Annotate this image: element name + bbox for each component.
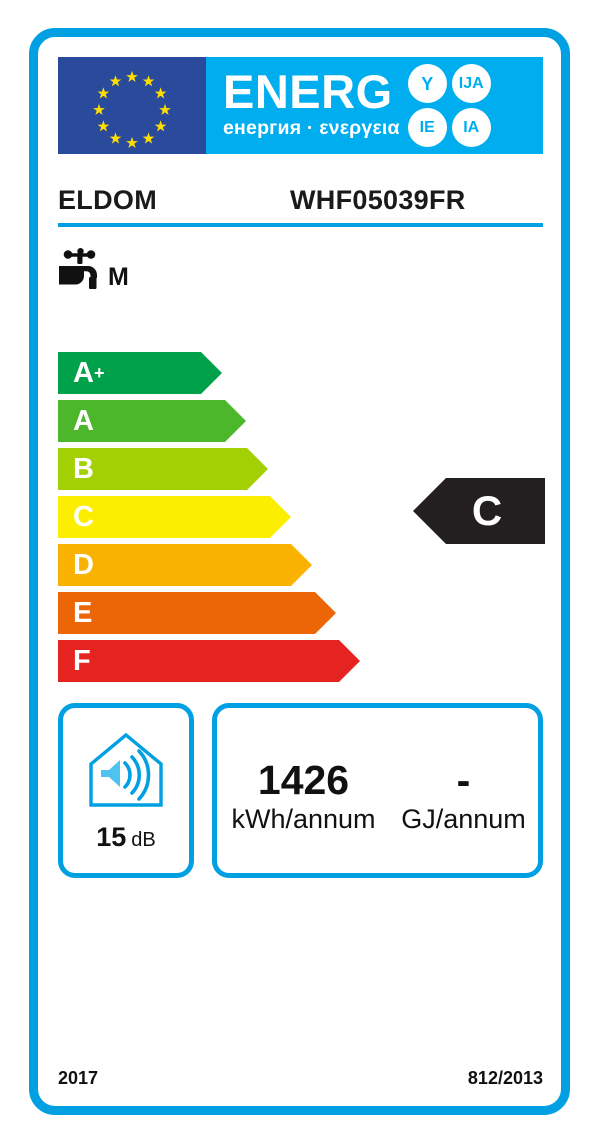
scale-letter-text: F: [73, 644, 91, 677]
energy-column-kwh: 1426 kWh/annum: [218, 758, 390, 835]
scale-arrow-f: [58, 640, 360, 682]
scale-letter-text: C: [73, 500, 94, 533]
lang-circle-2: IJA: [451, 64, 491, 103]
header-divider: [58, 223, 543, 227]
energ-subtitle: енергия · ενεργεια: [223, 117, 400, 139]
scale-arrow-d: [58, 544, 312, 586]
scale-letter-text: D: [73, 548, 94, 581]
lang-circle-4: IA: [451, 108, 491, 147]
scale-row-f: F: [58, 640, 378, 682]
scale-label-f: F: [73, 640, 91, 682]
sound-power-value-row: 15 dB: [96, 821, 156, 852]
energ-title: ENERG: [223, 65, 393, 118]
scale-row-d: D: [58, 544, 378, 586]
language-circles: Y IJA IE IA: [407, 64, 491, 147]
scale-arrow-a-plus: [58, 352, 222, 394]
lang-circle-1: Y: [407, 64, 447, 103]
scale-label-b: B: [73, 448, 94, 490]
scale-letter-text: A: [73, 404, 94, 437]
energy-class-result-letter: C: [471, 487, 503, 534]
supplier-brand: ELDOM: [58, 185, 157, 215]
label-regulation: 812/2013: [467, 1068, 543, 1088]
annual-energy-consumption-box: 1426 kWh/annum - GJ/annum: [212, 703, 543, 878]
scale-letter-text: B: [73, 452, 94, 485]
scale-letter-text: A: [73, 356, 94, 389]
energ-banner: ENERG енергия · ενεργεια Y IJA IE IA: [206, 57, 543, 154]
sound-power-number: 15: [96, 821, 127, 852]
house-sound-icon: [89, 732, 163, 807]
water-tap-icon: [59, 248, 97, 289]
model-identifier: WHF05039FR: [290, 185, 466, 215]
annual-energy-values: 1426 kWh/annum - GJ/annum: [217, 758, 538, 835]
scale-row-e: E: [58, 592, 378, 634]
scale-label-d: D: [73, 544, 94, 586]
scale-label-c: C: [73, 496, 94, 538]
scale-row-a: A: [58, 400, 378, 442]
energy-kwh-value: 1426: [257, 757, 350, 803]
energ-wordmark: ENERG енергия · ενεργεια: [223, 65, 400, 141]
scale-label-e: E: [73, 592, 92, 634]
scale-arrow-e: [58, 592, 336, 634]
scale-row-b: B: [58, 448, 378, 490]
scale-arrow-b: [58, 448, 268, 490]
energy-class-scale: A + A B: [58, 352, 378, 688]
sound-power-unit: dB: [131, 828, 156, 851]
brand-model-row: ELDOM WHF05039FR: [58, 185, 543, 223]
load-profile-letter: M: [108, 263, 129, 291]
sound-power-box: 15 dB: [58, 703, 194, 878]
load-profile-row: M: [58, 238, 129, 292]
label-year: 2017: [58, 1068, 99, 1088]
scale-label-a: A: [73, 400, 94, 442]
scale-row-a-plus: A +: [58, 352, 378, 394]
scale-arrow-c: [58, 496, 291, 538]
label-header: ENERG енергия · ενεργεια Y IJA IE IA: [58, 57, 543, 154]
energy-gj-value: -: [456, 757, 471, 803]
scale-letter-text: E: [73, 596, 93, 629]
european-union-flag-icon: [58, 57, 206, 154]
energy-kwh-unit: kWh/annum: [231, 804, 376, 834]
lang-circle-3: IE: [407, 108, 447, 147]
scale-arrow-a: [58, 400, 246, 442]
energy-gj-unit: GJ/annum: [401, 804, 526, 834]
energy-class-result-arrow: C: [413, 478, 545, 544]
energy-column-gj: - GJ/annum: [390, 758, 538, 835]
scale-label-a-plus: A +: [73, 356, 105, 389]
scale-row-c: C: [58, 496, 378, 538]
